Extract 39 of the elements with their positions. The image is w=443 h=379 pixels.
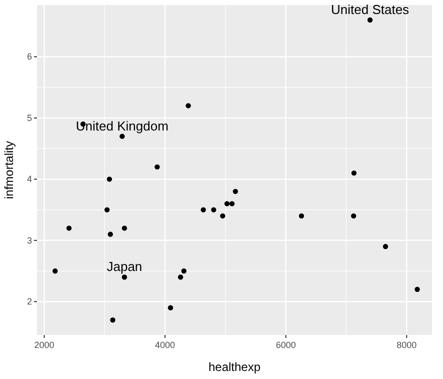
point [181, 268, 186, 274]
point [122, 274, 128, 280]
y-tick-label: 3 [26, 235, 32, 246]
point [229, 201, 235, 206]
point [414, 286, 420, 292]
point [351, 170, 357, 176]
point [108, 232, 113, 237]
point [351, 213, 356, 219]
point [122, 226, 128, 231]
point [110, 317, 116, 323]
x-axis-title: healthexp [208, 360, 261, 374]
x-tick-label: 6000 [276, 340, 296, 350]
x-tick-label: 8000 [396, 340, 417, 350]
point [298, 213, 304, 219]
point [66, 226, 72, 231]
point [211, 207, 216, 212]
y-tick-label: 6 [26, 52, 32, 62]
y-tick-label: 2 [26, 296, 32, 307]
annotation: Japan [106, 259, 142, 274]
point [104, 207, 110, 212]
point [106, 176, 112, 182]
y-tick-label: 5 [26, 112, 32, 123]
point [178, 274, 184, 280]
point [382, 244, 388, 250]
x-tick-label: 4000 [155, 340, 176, 350]
point [168, 305, 174, 310]
point [186, 103, 191, 108]
point [367, 17, 373, 23]
point [232, 188, 238, 194]
annotation: United States [331, 2, 410, 17]
x-tick-label: 2000 [34, 340, 54, 350]
y-tick-label: 4 [26, 174, 32, 184]
point [154, 164, 160, 170]
point [224, 201, 230, 206]
point [220, 213, 226, 219]
point [52, 268, 58, 274]
y-axis-title: infmortality [2, 140, 16, 200]
point [120, 134, 125, 139]
point [200, 207, 206, 212]
